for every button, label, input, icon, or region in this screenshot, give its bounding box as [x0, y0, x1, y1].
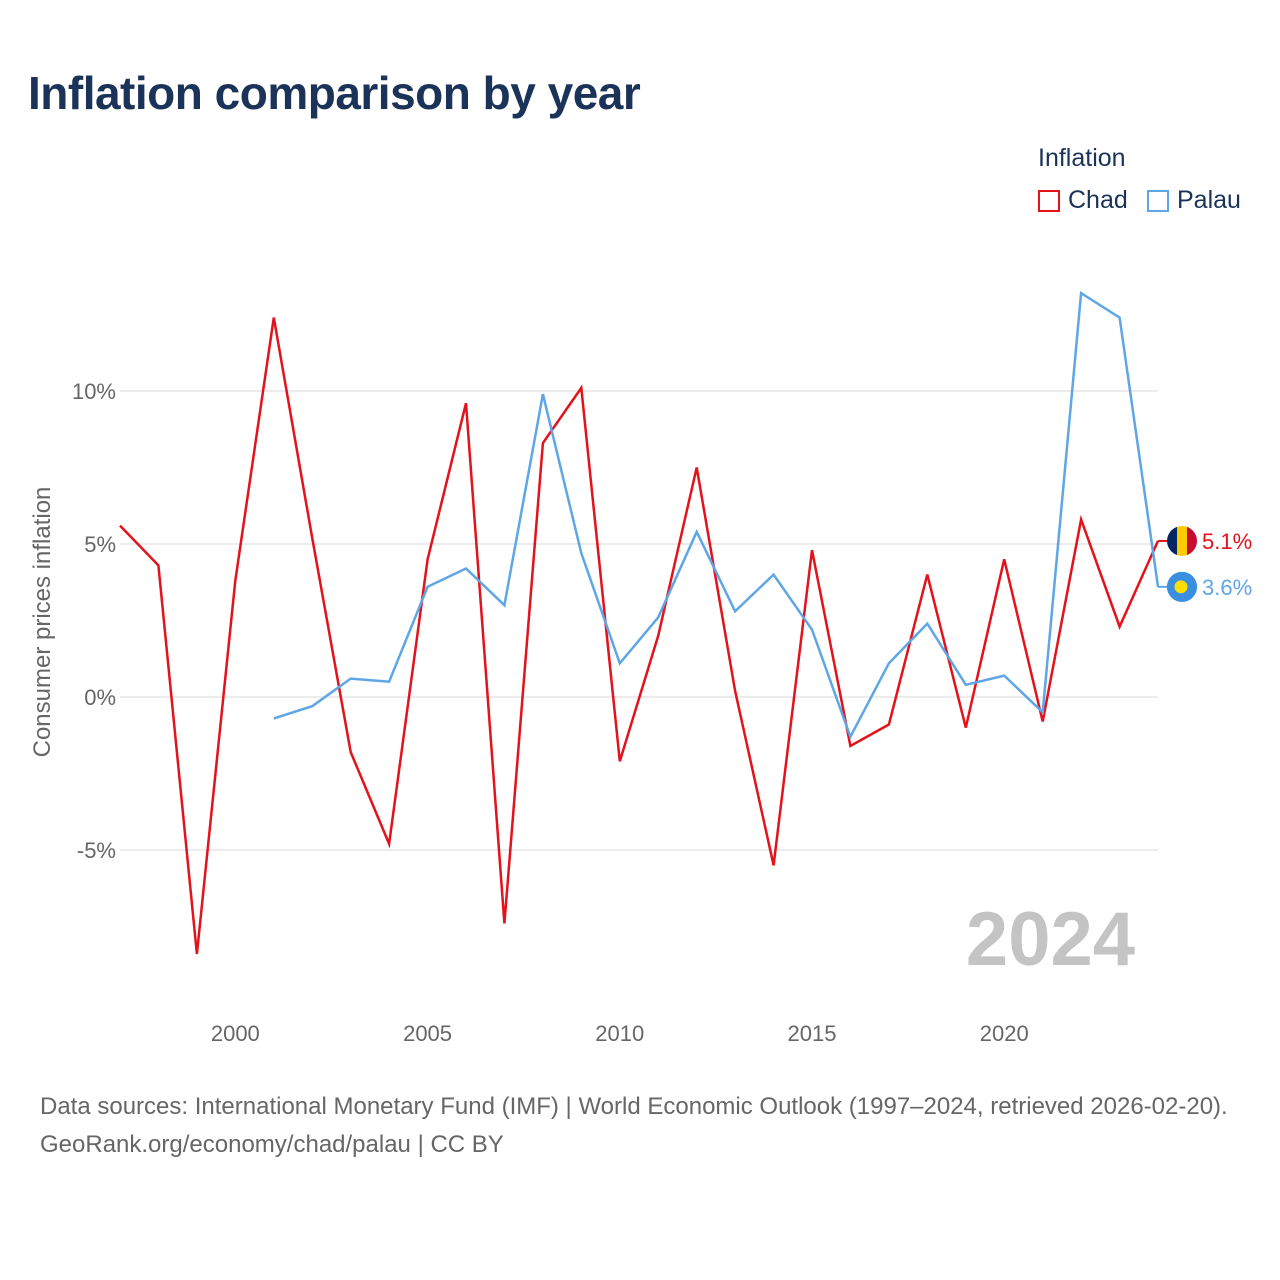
end-value-label-chad: 5.1%	[1202, 529, 1252, 554]
series-line-chad[interactable]	[119, 317, 1160, 955]
endpoint-layer: 5.1% 3.6%	[1158, 525, 1252, 602]
y-tick-label: -5%	[77, 838, 116, 863]
y-tick-label: 5%	[84, 532, 116, 557]
grid-layer: -5% 0% 5% 10% 2000 2005 2010 2015 2020	[72, 379, 1158, 1046]
x-tick-label: 2015	[788, 1021, 837, 1046]
data-sources-note: Data sources: International Monetary Fun…	[40, 1093, 1228, 1120]
legend-item-palau[interactable]: Palau	[1147, 186, 1241, 215]
chad-flag-icon	[1167, 525, 1197, 556]
end-value-label-palau: 3.6%	[1202, 575, 1252, 600]
chart-title: Inflation comparison by year	[28, 67, 641, 119]
credit-link[interactable]: GeoRank.org/economy/chad/palau | CC BY	[40, 1131, 504, 1158]
series-layer	[119, 290, 1160, 955]
inflation-line-chart: -5% 0% 5% 10% 2000 2005 2010 2015 2020 Consumer …	[29, 290, 1252, 1046]
x-tick-label: 2020	[980, 1021, 1029, 1046]
legend-swatch-palau	[1147, 189, 1169, 212]
x-tick-label: 2010	[595, 1021, 644, 1046]
series-line-palau[interactable]	[273, 290, 1160, 740]
y-axis-title: Consumer prices inflation	[29, 487, 56, 758]
legend-item-chad[interactable]: Chad	[1038, 186, 1128, 215]
x-tick-label: 2005	[403, 1021, 452, 1046]
x-tick-label: 2000	[211, 1021, 260, 1046]
legend-swatch-chad	[1038, 189, 1060, 212]
year-watermark: 2024	[966, 897, 1135, 982]
legend-label-chad: Chad	[1068, 186, 1128, 214]
palau-flag-icon	[1167, 571, 1197, 602]
legend-title: Inflation	[1038, 144, 1126, 172]
y-tick-label: 10%	[72, 379, 116, 404]
footer: Data sources: International Monetary Fun…	[40, 1088, 1250, 1164]
legend-label-palau: Palau	[1177, 186, 1241, 214]
y-tick-label: 0%	[84, 685, 116, 710]
